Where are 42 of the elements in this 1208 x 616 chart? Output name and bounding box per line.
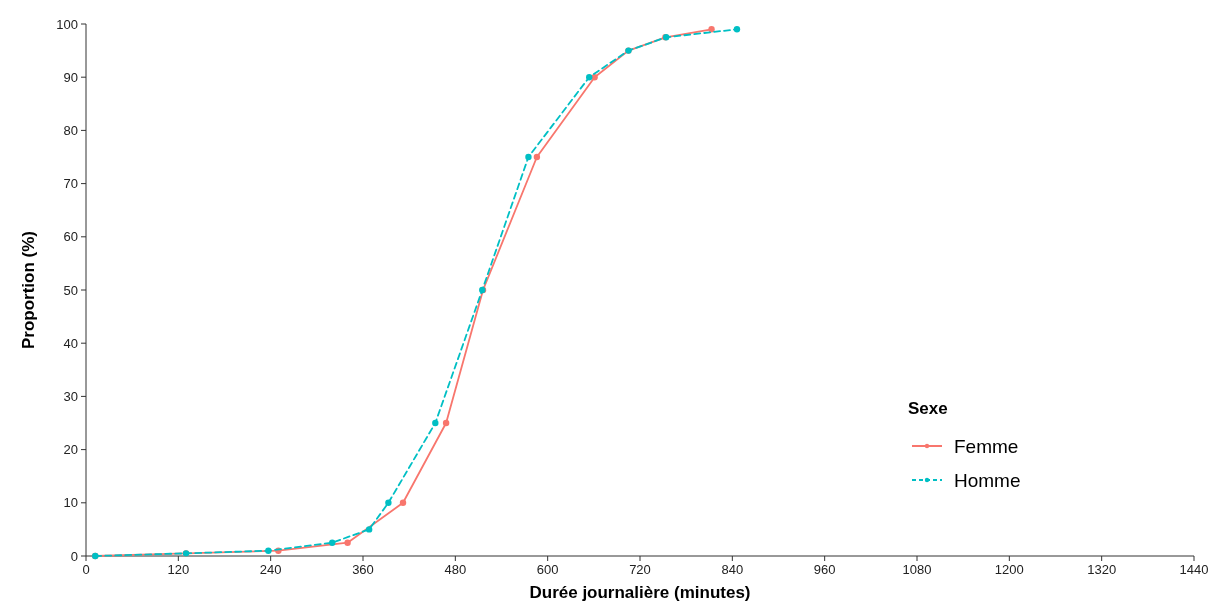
y-tick-label: 0 — [70, 548, 78, 564]
y-tick-label: 100 — [56, 16, 78, 32]
y-tick-label: 80 — [63, 122, 78, 138]
x-tick-label: 0 — [82, 562, 90, 577]
point — [365, 526, 373, 533]
x-tick-label: 120 — [167, 562, 190, 577]
x-tick-label: 1080 — [902, 562, 932, 577]
y-tick-label: 10 — [63, 495, 78, 511]
y-tick-label: 60 — [63, 229, 78, 245]
y-axis-title: Proportion (%) — [19, 230, 38, 350]
x-tick-label: 960 — [813, 562, 836, 577]
y-tick-label: 50 — [63, 282, 78, 298]
point — [525, 153, 532, 161]
y-tick-label: 70 — [63, 176, 78, 192]
x-tick-label: 360 — [352, 562, 374, 577]
point — [399, 499, 407, 506]
x-tick-label: 1200 — [994, 562, 1024, 577]
point — [385, 499, 392, 506]
x-tick-label: 1440 — [1179, 562, 1208, 577]
x-tick-label: 720 — [629, 562, 651, 577]
point — [442, 419, 450, 427]
legend-label: Femme — [954, 436, 1019, 457]
y-tick-label: 30 — [63, 388, 78, 404]
legend-label: Homme — [954, 470, 1021, 491]
point — [708, 26, 715, 33]
x-tick-label: 840 — [721, 562, 744, 577]
point — [432, 419, 439, 427]
x-tick-label: 1320 — [1087, 562, 1117, 577]
legend-title: Sexe — [908, 399, 948, 418]
x-tick-label: 240 — [259, 562, 282, 577]
point — [586, 74, 593, 81]
point — [533, 153, 541, 161]
point — [344, 539, 351, 546]
x-tick-label: 600 — [536, 562, 559, 577]
x-axis-title: Durée journalière (minutes) — [529, 583, 751, 602]
point — [329, 539, 336, 546]
x-tick-label: 480 — [444, 562, 467, 577]
point — [733, 26, 741, 33]
y-tick-label: 40 — [63, 335, 78, 351]
y-tick-label: 20 — [63, 442, 78, 458]
point — [265, 547, 272, 554]
y-tick-label: 90 — [63, 69, 78, 85]
